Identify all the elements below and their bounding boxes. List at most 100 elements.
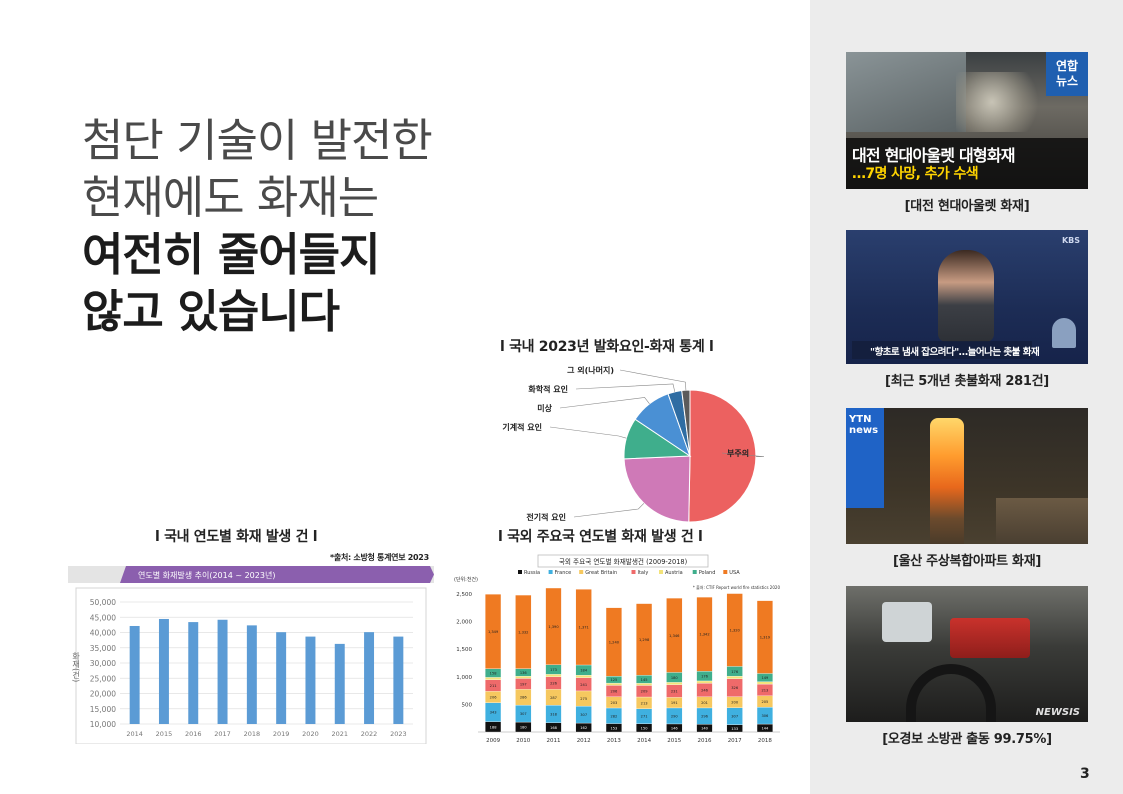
news-card-3[interactable]: YTN news [울산 주상복합아파트 화재] — [846, 408, 1088, 569]
kbs-logo: KBS — [1061, 236, 1080, 245]
burning-tower — [930, 418, 964, 544]
x-tick-label: 2011 — [547, 738, 561, 744]
segment-label: 213 — [641, 701, 648, 705]
x-tick-label: 2009 — [486, 738, 500, 744]
segment-label: 226 — [550, 682, 558, 686]
bar — [393, 636, 404, 724]
pie-leader-line — [619, 369, 687, 391]
legend-swatch — [659, 570, 663, 574]
fire-truck-shape — [950, 618, 1030, 658]
domestic-source: *출처: 소방청 통계연보 2023 — [330, 553, 429, 562]
pie-slice — [623, 455, 691, 523]
foreign-source: * 출처: CTIF Report world fire statistics … — [693, 584, 781, 590]
stack-segment — [726, 593, 743, 667]
bar — [334, 643, 345, 724]
stack-segment — [575, 589, 592, 666]
x-tick-label: 2015 — [667, 738, 681, 744]
bar — [246, 625, 257, 724]
y-tick-label: 500 — [462, 702, 473, 708]
x-tick-label: 2018 — [758, 738, 772, 744]
x-tick-label: 2021 — [331, 730, 348, 738]
news-card-4[interactable]: NEWSIS [오경보 소방관 출동 99.75%] — [846, 586, 1088, 747]
x-tick-label: 2014 — [637, 738, 651, 744]
legend-swatch — [518, 570, 522, 574]
x-tick-label: 2023 — [390, 730, 407, 738]
segment-label: 184 — [580, 669, 588, 673]
news-card-2[interactable]: KBS "향초로 냄새 잡으려다"…늘어나는 촛불 화재 [최근 5개년 촛불화… — [846, 230, 1088, 389]
segment-label: 150 — [641, 726, 649, 730]
pie-leader-line — [721, 452, 765, 457]
legend-label: France — [555, 570, 572, 576]
segment-label: 271 — [641, 715, 648, 719]
pie-label: 부주의 — [727, 448, 749, 458]
stack-segment — [485, 594, 502, 669]
news-image-fire-outlet: 연합 뉴스 대전 현대아울렛 대형화재 …7명 사망, 추가 수색 — [846, 52, 1088, 189]
stack-segment — [696, 596, 713, 672]
foreign-stacked-chart: 국외 주요국 연도별 화재발생건 (2009-2018) (단위:천건) * 출… — [454, 554, 781, 744]
sign-language-figure — [1052, 318, 1076, 348]
headline-line-2: 현재에도 화재는 — [82, 171, 379, 224]
segment-label: 1,349 — [488, 630, 499, 634]
x-tick-label: 2013 — [607, 738, 621, 744]
segment-label: 296 — [701, 715, 709, 719]
newsis-logo: NEWSIS — [1035, 707, 1080, 718]
pie-label: 그 외(나머지) — [567, 365, 614, 375]
segment-label: 1,240 — [609, 640, 620, 644]
yonhap-logo: 연합 뉴스 — [1046, 52, 1088, 96]
stack-segment — [545, 587, 562, 665]
headline-line-4: 않고 있습니다 — [82, 285, 340, 338]
domestic-frame — [75, 587, 427, 744]
segment-label: 176 — [731, 670, 739, 674]
x-tick-label: 2018 — [244, 730, 261, 738]
news-overlay-title: 대전 현대아울렛 대형화재 — [852, 146, 1015, 165]
bar — [217, 619, 228, 724]
pie-section-title: l 국내 2023년 발화요인-화재 통계 l — [500, 339, 714, 355]
news-overlay-bar — [846, 138, 1088, 189]
y-tick-label: 10,000 — [90, 720, 116, 729]
pie-label: 전기적 요인 — [526, 512, 566, 522]
bar — [305, 636, 316, 724]
segment-label: 200 — [731, 701, 739, 705]
stack-segment — [726, 675, 743, 679]
buildings-shape — [996, 498, 1088, 544]
pie-label: 화학적 요인 — [528, 384, 568, 394]
segment-label: 286 — [520, 696, 528, 700]
bar — [129, 625, 140, 724]
y-tick-label: 40,000 — [90, 629, 116, 638]
segment-label: 205 — [761, 700, 768, 704]
x-tick-label: 2022 — [361, 730, 378, 738]
y-tick-label: 35,000 — [90, 644, 116, 653]
segment-label: 125 — [610, 678, 617, 682]
bar — [158, 618, 169, 724]
segment-label: 318 — [550, 712, 558, 716]
legend-swatch — [692, 570, 697, 574]
segment-label: 282 — [610, 714, 617, 718]
segment-label: 246 — [701, 689, 709, 693]
stack-segment — [756, 600, 773, 674]
foreign-unit: (단위:천건) — [454, 576, 478, 583]
headline-line-3: 여전히 줄어들지 — [82, 228, 380, 281]
segment-label: 1,371 — [579, 626, 589, 630]
news-overlay-bar — [852, 341, 1032, 359]
segment-label: 1,298 — [639, 638, 650, 642]
news-image-fire-truck: NEWSIS — [846, 586, 1088, 722]
news-image-anchor: KBS "향초로 냄새 잡으려다"…늘어나는 촛불 화재 — [846, 230, 1088, 364]
ytn-logo: YTN news — [849, 414, 879, 436]
legend-swatch — [579, 570, 584, 574]
segment-label: 145 — [641, 678, 648, 682]
news-card-1[interactable]: 연합 뉴스 대전 현대아울렛 대형화재 …7명 사망, 추가 수색 [대전 현대… — [846, 52, 1088, 214]
stack-segment — [696, 680, 713, 684]
x-tick-label: 2012 — [577, 738, 591, 744]
news-overlay-title: "향초로 냄새 잡으려다"…늘어나는 촛불 화재 — [870, 347, 1040, 358]
legend-label: Italy — [638, 570, 649, 576]
bus-shape — [882, 602, 932, 642]
pie-label: 기계적 요인 — [502, 422, 542, 432]
stack-segment — [575, 674, 592, 678]
segment-label: 206 — [610, 690, 618, 694]
segment-label: 287 — [550, 696, 557, 700]
y-tick-label: 25,000 — [90, 674, 116, 683]
stack-segment — [485, 677, 502, 680]
stack-segment — [636, 683, 653, 686]
news-caption-4: [오경보 소방관 출동 99.75%] — [882, 732, 1052, 747]
news-image-apartment-fire: YTN news — [846, 408, 1088, 544]
